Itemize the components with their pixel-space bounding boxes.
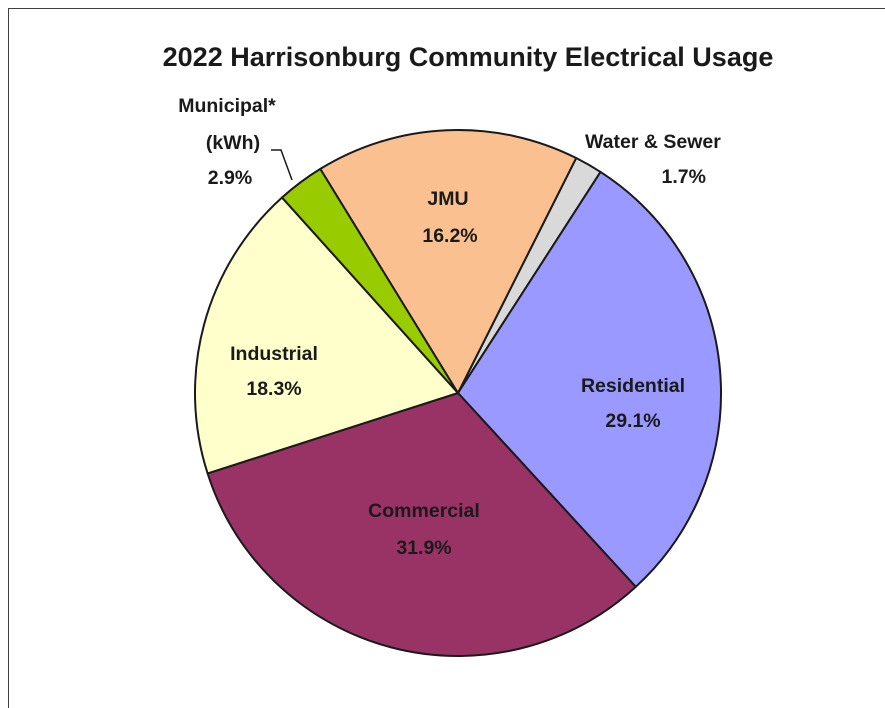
label-commercial-value: 31.9%	[396, 537, 451, 559]
label-municipal-name: Municipal*	[178, 95, 276, 117]
label-commercial-name: Commercial	[368, 500, 480, 522]
pie-slice-industrial	[194, 196, 459, 475]
label-municipal-value: 2.9%	[208, 167, 252, 189]
label-municipal-unit: (kWh)	[206, 132, 260, 154]
label-industrial-value: 18.3%	[246, 378, 301, 400]
label-residential-value: 29.1%	[605, 410, 660, 432]
label-industrial-name: Industrial	[230, 343, 318, 365]
pie-slice-residential	[457, 170, 722, 588]
pie-slice-commercial	[206, 392, 637, 657]
label-jmu-value: 16.2%	[422, 225, 477, 247]
pie-slices	[194, 129, 722, 657]
label-water-sewer-name: Water & Sewer	[585, 131, 721, 153]
label-water-sewer-value: 1.7%	[662, 166, 706, 188]
pie-slice-jmu	[319, 129, 578, 394]
chart-title: 2022 Harrisonburg Community Electrical U…	[163, 42, 774, 72]
municipal-leader-line	[271, 149, 293, 181]
label-residential-name: Residential	[581, 375, 685, 397]
label-jmu-name: JMU	[427, 188, 468, 210]
